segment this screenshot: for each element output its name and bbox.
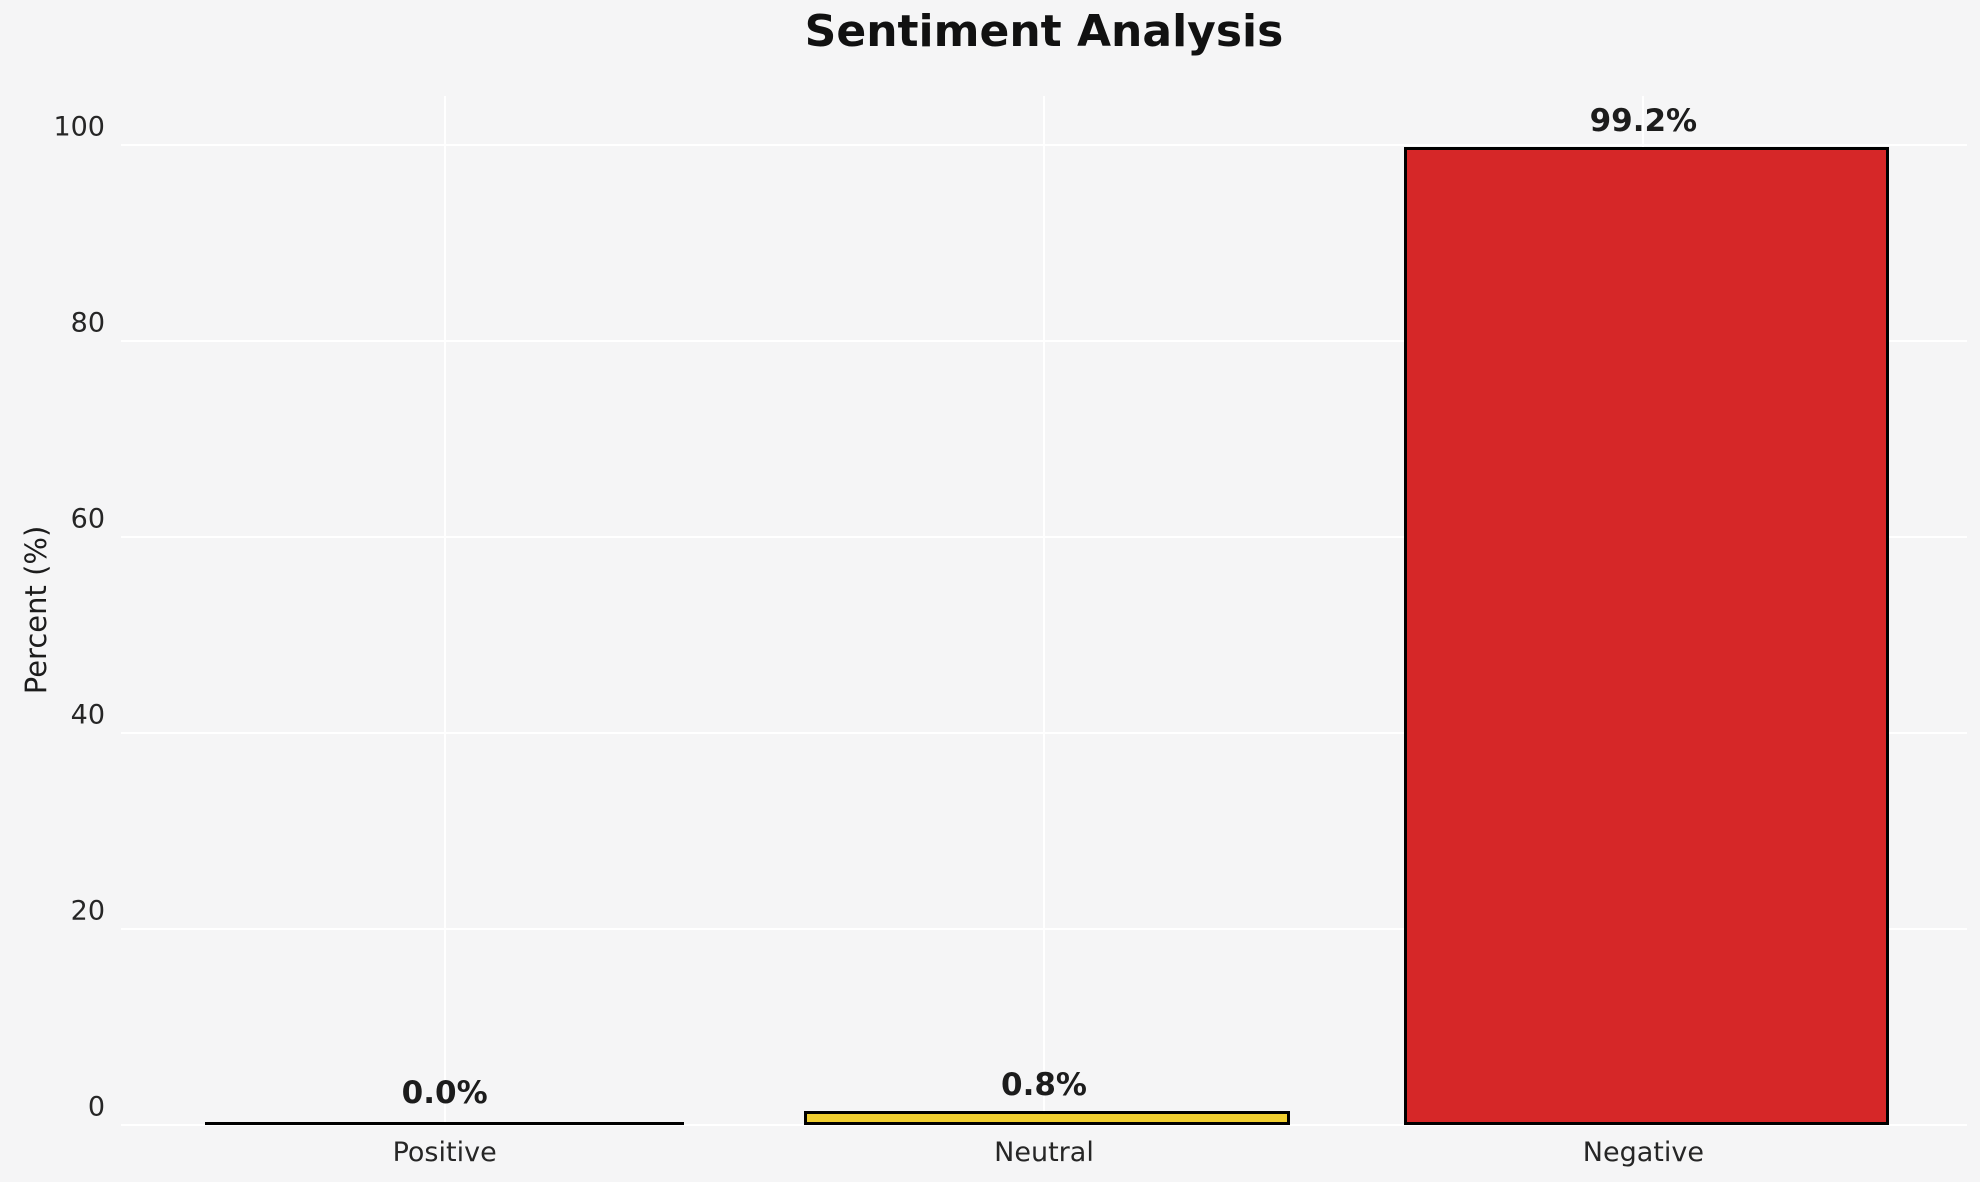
gridline-y-0	[121, 1124, 1967, 1126]
gridline-x-positive	[443, 96, 446, 1125]
value-label-positive: 0.0%	[401, 1075, 488, 1111]
y-tick-label-20: 20	[70, 895, 105, 927]
y-tick-label-100: 100	[53, 111, 105, 143]
x-tick-label-negative: Negative	[1582, 1137, 1704, 1168]
bar-negative	[1403, 146, 1890, 1125]
y-tick-label-80: 80	[70, 307, 105, 339]
gridline-x-neutral	[1043, 96, 1045, 1125]
y-tick-label-40: 40	[70, 699, 105, 731]
x-tick-label-positive: Positive	[392, 1137, 497, 1168]
value-label-negative: 99.2%	[1589, 102, 1698, 139]
y-tick-label-60: 60	[70, 503, 105, 535]
bar-positive	[204, 1122, 685, 1125]
y-tick-label-0: 0	[87, 1091, 105, 1123]
plot-area: 0 20 40 60 80 100 0.0% Positive 0.8% Neutral 99.2%…	[53, 96, 1967, 1168]
x-tick-label-neutral: Neutral	[994, 1137, 1094, 1168]
bar-neutral	[804, 1111, 1290, 1125]
value-label-neutral: 0.8%	[1001, 1067, 1087, 1104]
y-axis-label: Percent (%)	[19, 525, 53, 695]
chart-title: Sentiment Analysis	[804, 6, 1284, 57]
